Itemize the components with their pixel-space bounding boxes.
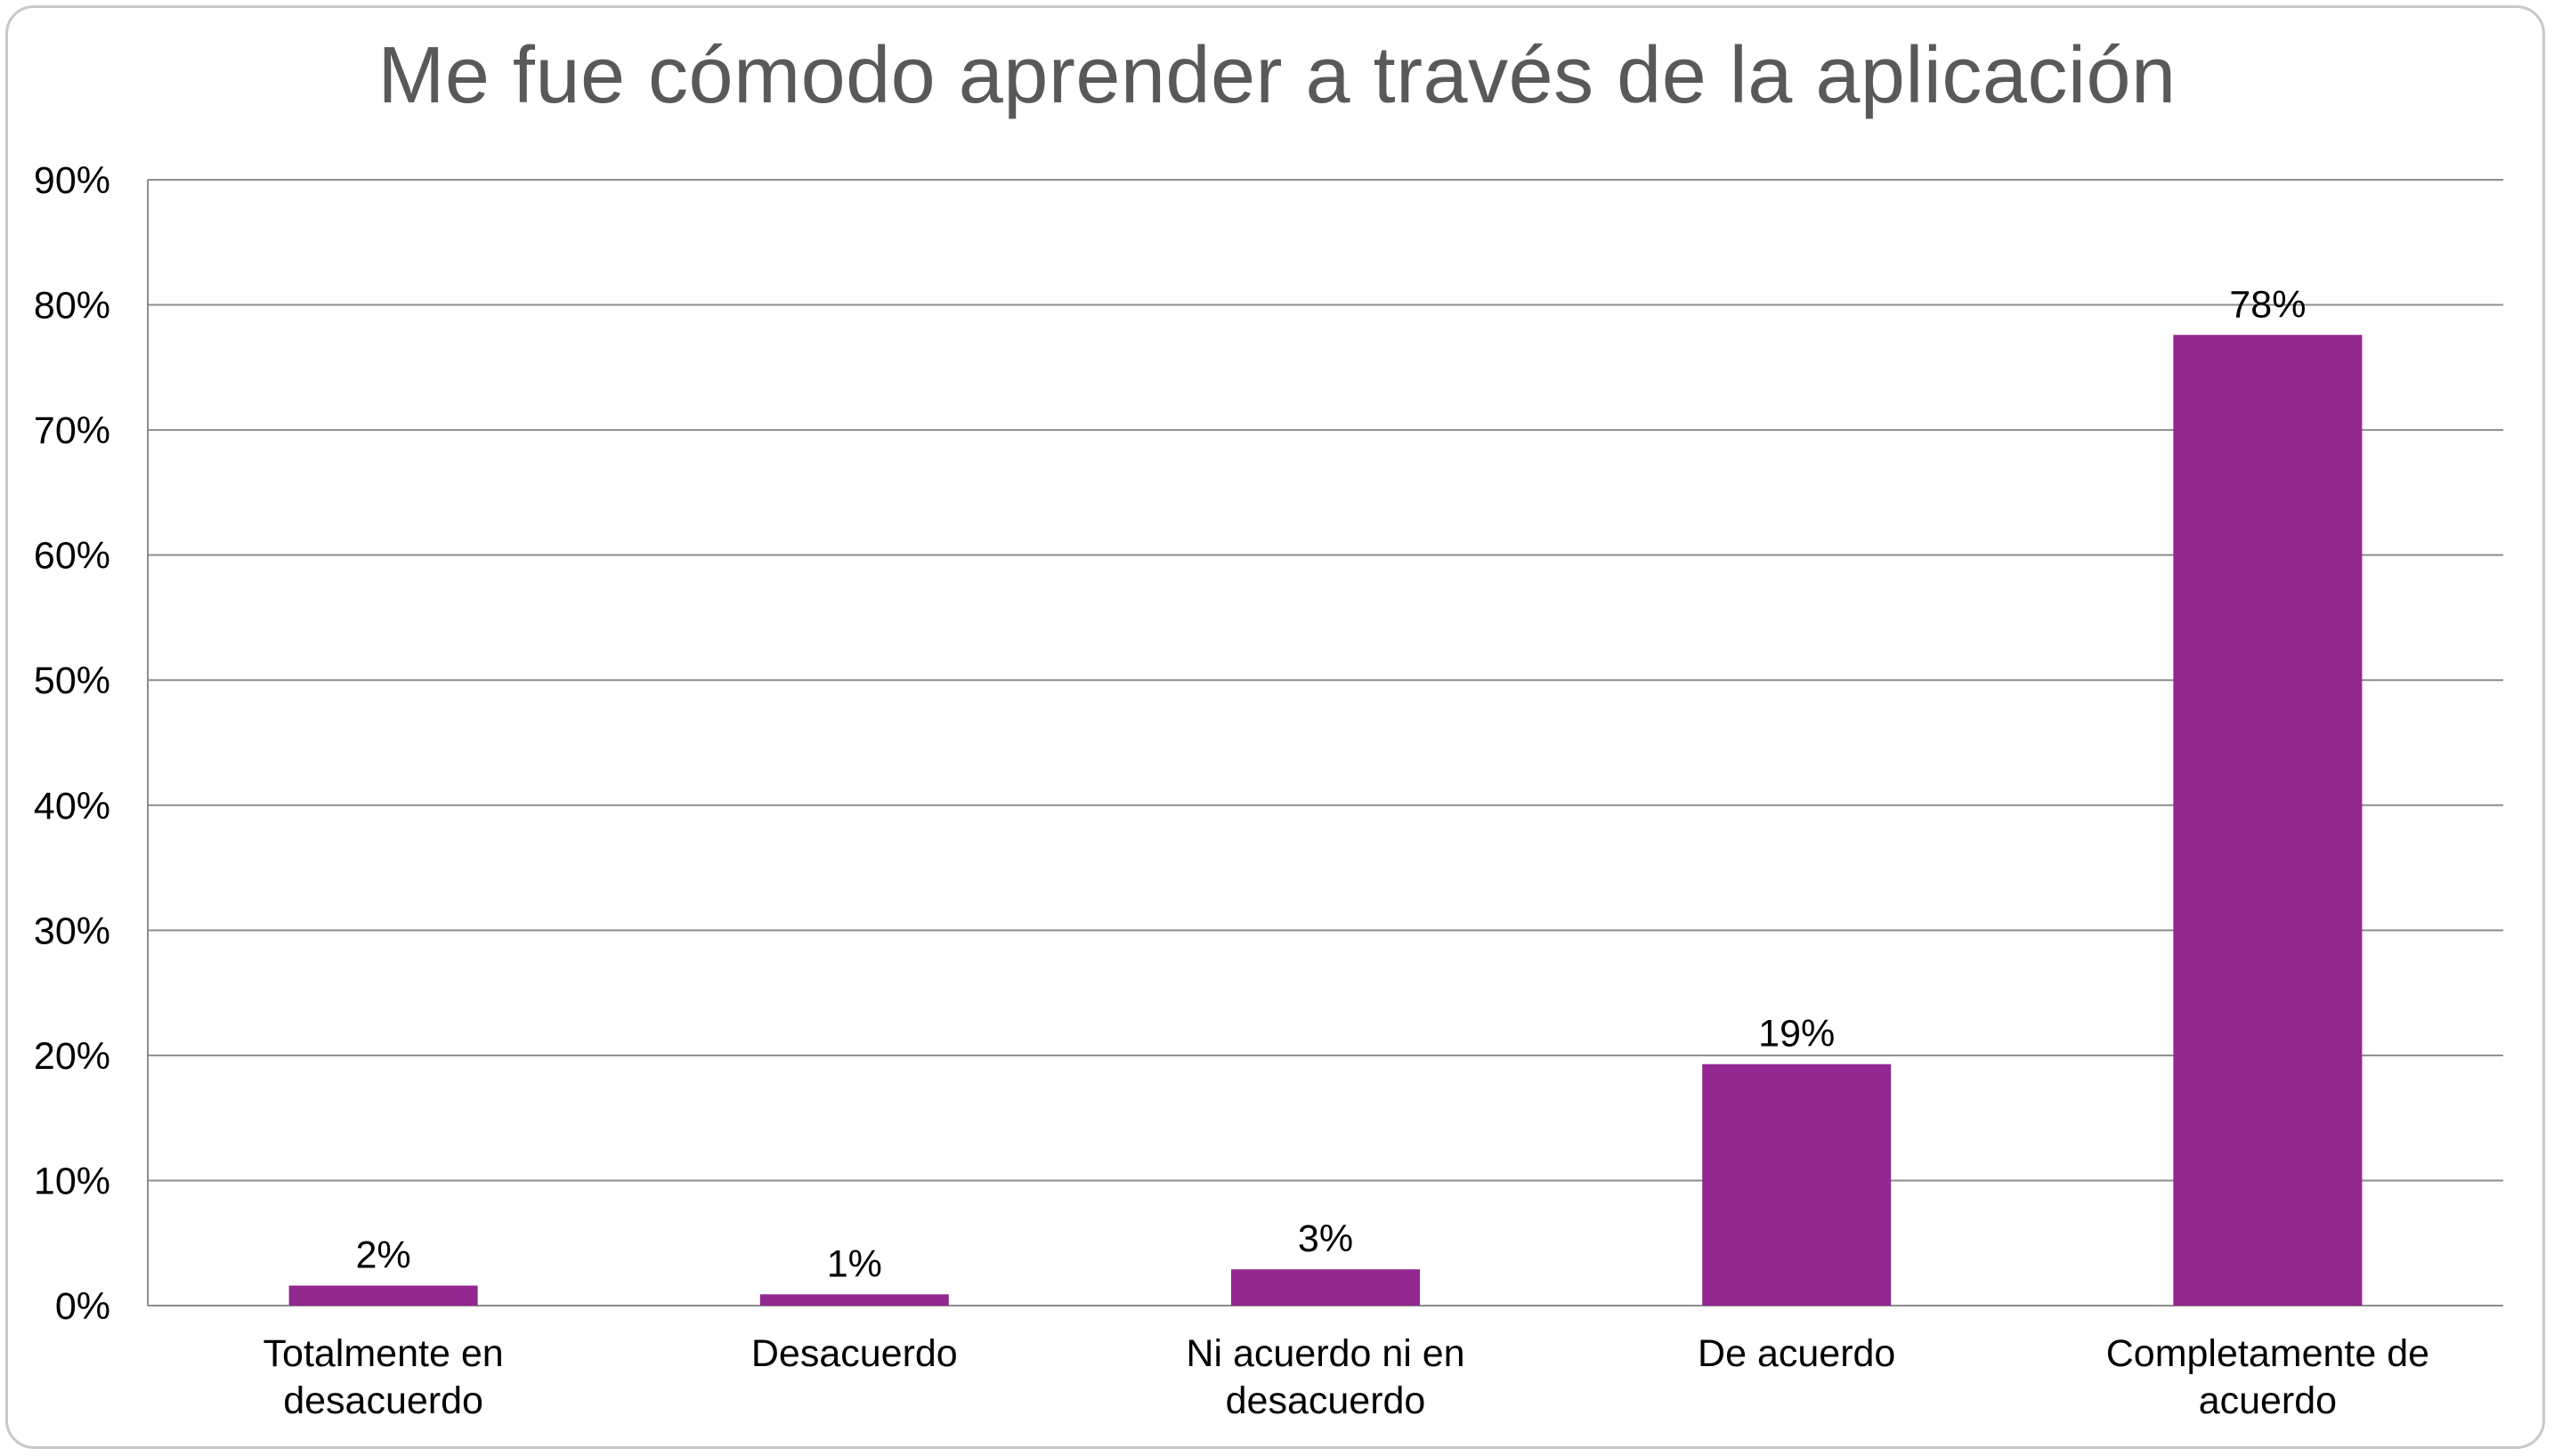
bar: [1702, 1064, 1892, 1306]
y-tick-label: 30%: [34, 910, 110, 952]
y-tick-label: 80%: [34, 285, 110, 328]
x-category-label-line: desacuerdo: [283, 1379, 483, 1422]
bars: [288, 335, 2363, 1306]
x-category-label: Ni acuerdo ni en desacuerdo: [1186, 1332, 1464, 1422]
x-category-label-line: desacuerdo: [1226, 1379, 1426, 1422]
gridlines: [148, 179, 2503, 1306]
y-tick-label: 20%: [34, 1035, 110, 1078]
x-category-label: Desacuerdo: [751, 1332, 958, 1375]
y-tick-label: 70%: [34, 409, 110, 452]
bar: [1231, 1269, 1420, 1306]
data-label: 78%: [2229, 283, 2306, 326]
x-category-label-line: Desacuerdo: [751, 1332, 958, 1375]
y-tick-label: 60%: [34, 535, 110, 578]
data-label: 3%: [1298, 1217, 1353, 1260]
data-label: 1%: [827, 1242, 882, 1285]
data-label: 19%: [1758, 1013, 1835, 1056]
x-category-label: Totalmente en desacuerdo: [264, 1332, 504, 1422]
axes: [147, 180, 2503, 1306]
x-category-label-line: Totalmente en: [264, 1332, 504, 1375]
bar: [759, 1294, 949, 1306]
y-tick-label: 10%: [34, 1160, 110, 1202]
bar: [2173, 335, 2363, 1306]
x-category-label: Completamente de acuerdo: [2106, 1332, 2429, 1422]
chart-frame: [5, 5, 2545, 1449]
y-tick-label: 90%: [34, 159, 110, 202]
y-tick-label: 40%: [34, 785, 110, 828]
y-tick-label: 50%: [34, 659, 110, 702]
chart-title: Me fue cómodo aprender a través de la ap…: [377, 31, 2177, 120]
x-category-label-line: acuerdo: [2199, 1379, 2337, 1422]
data-labels: 2% 1% 3% 19% 78%: [356, 283, 2307, 1285]
y-tick-labels: 0% 10% 20% 30% 40% 50% 60% 70% 80% 90%: [34, 159, 110, 1328]
data-label: 2%: [356, 1234, 411, 1277]
x-category-label-line: Ni acuerdo ni en: [1186, 1332, 1464, 1375]
x-category-label-line: De acuerdo: [1698, 1332, 1895, 1375]
x-category-label-line: Completamente de: [2106, 1332, 2429, 1375]
y-tick-label: 0%: [55, 1285, 110, 1328]
bar: [288, 1285, 478, 1306]
x-category-label: De acuerdo: [1698, 1332, 1895, 1375]
